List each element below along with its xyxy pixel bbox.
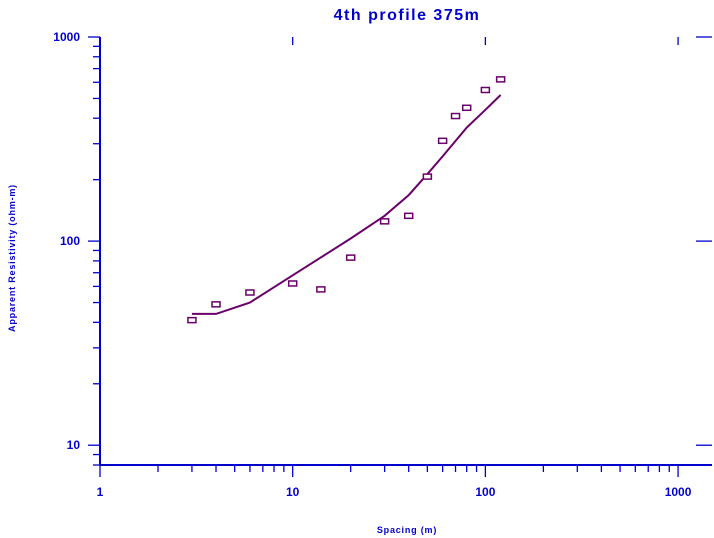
x-axis-label: Spacing (m) (377, 525, 437, 535)
data-point (495, 76, 506, 83)
x-tick-label: 1 (97, 485, 104, 499)
y-tick-label: 100 (60, 234, 80, 248)
y-axis-ticks (88, 36, 712, 466)
axes (99, 37, 712, 466)
data-point (187, 316, 197, 324)
data-point (403, 212, 414, 220)
chart-title: 4th profile 375m (334, 7, 481, 24)
x-tick-label: 10 (286, 485, 300, 499)
data-point (345, 254, 356, 261)
data-point (422, 173, 433, 180)
x-axis-tick-labels: 1 10 100 1000 (97, 485, 692, 499)
y-tick-label: 1000 (53, 30, 80, 44)
x-axis-ticks (99, 37, 679, 477)
data-point (379, 218, 390, 225)
data-point (437, 137, 448, 145)
data-point (450, 112, 461, 120)
data-point (245, 289, 255, 296)
x-tick-label: 1000 (665, 485, 692, 499)
model-curve-line (191, 94, 502, 315)
data-point (316, 286, 326, 293)
data-point (211, 301, 221, 308)
model-line-layer (191, 94, 502, 315)
x-tick-label: 100 (475, 485, 495, 499)
data-points-layer (187, 76, 506, 324)
data-point (287, 280, 298, 287)
y-axis-label: Apparent Resistivity (ohm-m) (7, 184, 17, 332)
y-tick-label: 10 (67, 438, 81, 452)
data-point (461, 104, 472, 112)
y-axis-tick-labels: 10 100 1000 (53, 30, 80, 452)
data-point (480, 86, 491, 94)
